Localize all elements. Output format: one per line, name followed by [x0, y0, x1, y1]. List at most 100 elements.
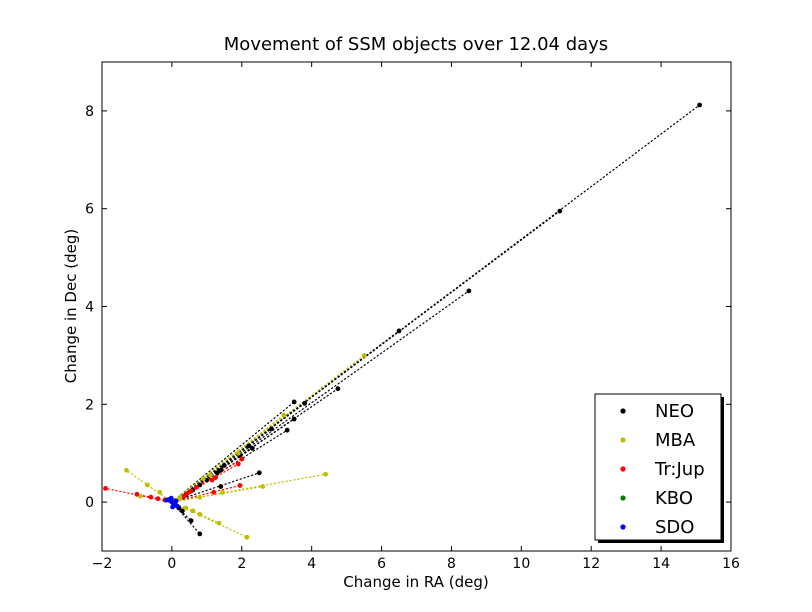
y-tick-label: 0 [85, 495, 94, 511]
y-tick-label: 2 [85, 397, 94, 413]
series-tr-jup-point [185, 490, 191, 496]
series-tr-jup-point [209, 477, 215, 483]
series-neo-point [188, 518, 194, 524]
series-neo-point [396, 328, 402, 334]
legend-marker-tr-jup [620, 466, 626, 472]
chart-title: Movement of SSM objects over 12.04 days [224, 34, 608, 55]
series-mba-track [171, 485, 264, 503]
y-tick-label: 8 [85, 104, 94, 120]
series-mba-point [281, 412, 287, 418]
series-mba-point [323, 471, 328, 477]
series-tr-jup-point [155, 496, 161, 502]
series-mba-point [197, 494, 203, 500]
series-neo-point [284, 427, 290, 433]
series-neo-point [697, 102, 702, 108]
x-tick-label: 8 [447, 556, 456, 572]
series-tr-jup-point [213, 475, 219, 480]
plot-area [103, 102, 702, 540]
legend-label-mba: MBA [655, 430, 696, 451]
series-mba-point [183, 505, 189, 511]
series-mba-track [171, 414, 285, 503]
series-neo-point [214, 470, 220, 476]
x-tick-label: 0 [167, 556, 176, 572]
series-tr-jup-point [239, 456, 245, 462]
series-neo-point [557, 208, 563, 214]
series-neo-point [249, 445, 255, 451]
series-mba-point [190, 508, 196, 514]
series-tr-jup-point [188, 488, 194, 494]
series-neo-point [197, 482, 203, 488]
series-tr-jup-point [134, 491, 140, 497]
series-sdo-point [170, 504, 176, 510]
series-tr-jup-track [104, 487, 173, 503]
series-neo-point [246, 443, 252, 449]
series-mba-point [124, 467, 129, 473]
legend-label-tr-jup: Tr:Jup [654, 459, 705, 480]
x-tick-label: −2 [92, 556, 113, 572]
series-tr-jup-point [211, 489, 217, 495]
series-mba-point [197, 511, 203, 517]
x-tick-label: 4 [307, 556, 316, 572]
legend-marker-kbo [620, 495, 626, 501]
series-mba-point [216, 520, 222, 526]
y-tick-label: 4 [85, 300, 94, 316]
y-tick-label: 6 [85, 202, 94, 218]
series-neo-point [218, 484, 224, 489]
x-tick-label: 12 [582, 556, 600, 572]
series-sdo-point [173, 498, 179, 504]
series-neo-point [291, 416, 297, 422]
series-neo-point [221, 463, 227, 468]
series-neo-point [335, 386, 341, 392]
series-neo-point [302, 400, 308, 406]
series-mba-point [138, 493, 143, 499]
series-mba-point [207, 472, 213, 478]
series-tr-jup-point [148, 494, 154, 500]
series-neo-point [197, 531, 203, 537]
series-neo-point [256, 470, 262, 476]
x-tick-label: 16 [722, 556, 740, 572]
x-axis-label: Change in RA (deg) [343, 573, 488, 591]
x-tick-label: 10 [512, 556, 530, 572]
series-mba-point [220, 489, 226, 495]
series-neo-track [171, 472, 260, 503]
legend-box [594, 393, 722, 541]
series-neo-track [171, 290, 470, 503]
series-mba-point [235, 450, 241, 456]
series-sdo-point [168, 495, 174, 501]
series-tr-jup-point [194, 485, 199, 490]
series-neo-point [269, 426, 274, 432]
series-neo-point [218, 467, 224, 473]
series-tr-jup-point [235, 461, 241, 467]
legend-label-neo: NEO [655, 401, 694, 422]
legend-marker-sdo [620, 524, 626, 530]
legend-marker-neo [620, 408, 626, 414]
x-tick-label: 14 [652, 556, 670, 572]
legend-label-kbo: KBO [655, 488, 693, 509]
series-tr-jup-point [103, 486, 108, 491]
series-mba-point [244, 534, 250, 540]
x-tick-label: 6 [377, 556, 386, 572]
x-tick-label: 2 [237, 556, 246, 572]
series-neo-point [466, 288, 472, 294]
legend-label-sdo: SDO [655, 517, 694, 538]
series-mba-track [171, 501, 248, 538]
series-neo-point [180, 508, 185, 514]
series-neo-track [171, 501, 201, 535]
series-sdo-point [174, 503, 180, 509]
legend-marker-mba [620, 437, 626, 443]
series-mba-point [157, 489, 163, 495]
series-neo-track [171, 401, 295, 503]
series-sdo-point [164, 497, 170, 503]
y-axis-label: Change in Dec (deg) [62, 229, 80, 383]
series-neo-point [291, 399, 297, 405]
series-mba-point [200, 476, 206, 481]
series-mba-point [145, 482, 150, 488]
series-tr-jup-point [181, 493, 187, 499]
axes: −2 0 2 4 6 8 10 12 14 16 0 2 4 6 8 [85, 61, 740, 572]
series-tr-jup-point [237, 483, 243, 488]
series-mba-point [361, 353, 367, 358]
series-mba-point [260, 484, 266, 489]
legend: NEO MBA Tr:Jup KBO SDO [594, 393, 724, 543]
